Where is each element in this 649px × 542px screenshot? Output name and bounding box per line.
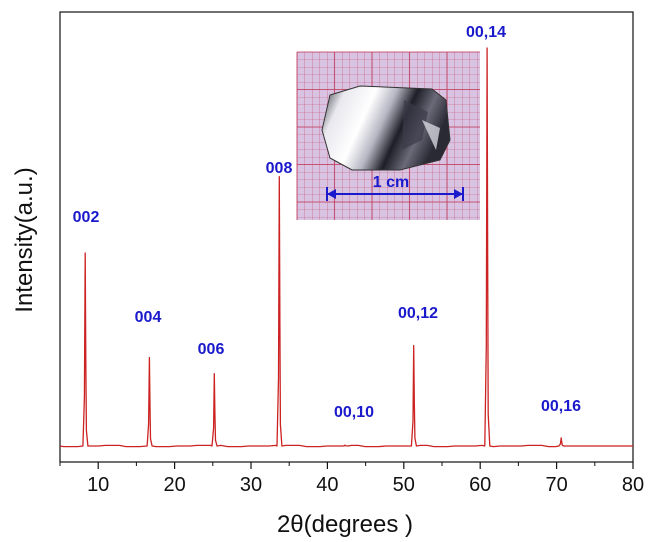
scale-bar-arrow-right xyxy=(454,189,463,199)
crystal-highlight xyxy=(422,120,440,150)
x-tick-label: 60 xyxy=(469,474,491,496)
peak-labels: 002 004 006 008 00,10 00,12 00,14 00,16 xyxy=(73,24,581,421)
peak-label: 00,16 xyxy=(541,398,581,415)
scale-bar-arrow-left xyxy=(327,189,336,199)
peak-label: 006 xyxy=(198,341,225,358)
x-axis-title: 2θ(degrees ) xyxy=(277,511,413,538)
x-tick-label: 50 xyxy=(393,474,415,496)
peak-label: 004 xyxy=(135,309,162,326)
peak-label: 00,10 xyxy=(334,404,374,421)
x-tick-label: 30 xyxy=(240,474,262,496)
plot-frame xyxy=(59,11,634,463)
peak-label: 00,14 xyxy=(466,24,506,41)
peak-label: 00,12 xyxy=(398,305,438,322)
axes: 10 20 30 40 50 60 70 80 xyxy=(59,11,644,496)
x-tick-label: 70 xyxy=(545,474,567,496)
crystal-facet xyxy=(402,100,428,150)
x-tick-label: 40 xyxy=(316,474,338,496)
peak-label: 008 xyxy=(266,160,293,177)
y-axis-title: Intensity(a.u.) xyxy=(11,167,38,312)
x-tick-label: 20 xyxy=(163,474,185,496)
x-tick-label: 10 xyxy=(87,474,109,496)
x-tick-label: 80 xyxy=(622,474,644,496)
xrd-pattern-line xyxy=(59,47,633,448)
scale-bar-label: 1 cm xyxy=(373,174,409,191)
peak-label: 002 xyxy=(73,209,100,226)
data-series xyxy=(59,47,633,448)
inset-photo: 1 cm xyxy=(296,51,480,220)
